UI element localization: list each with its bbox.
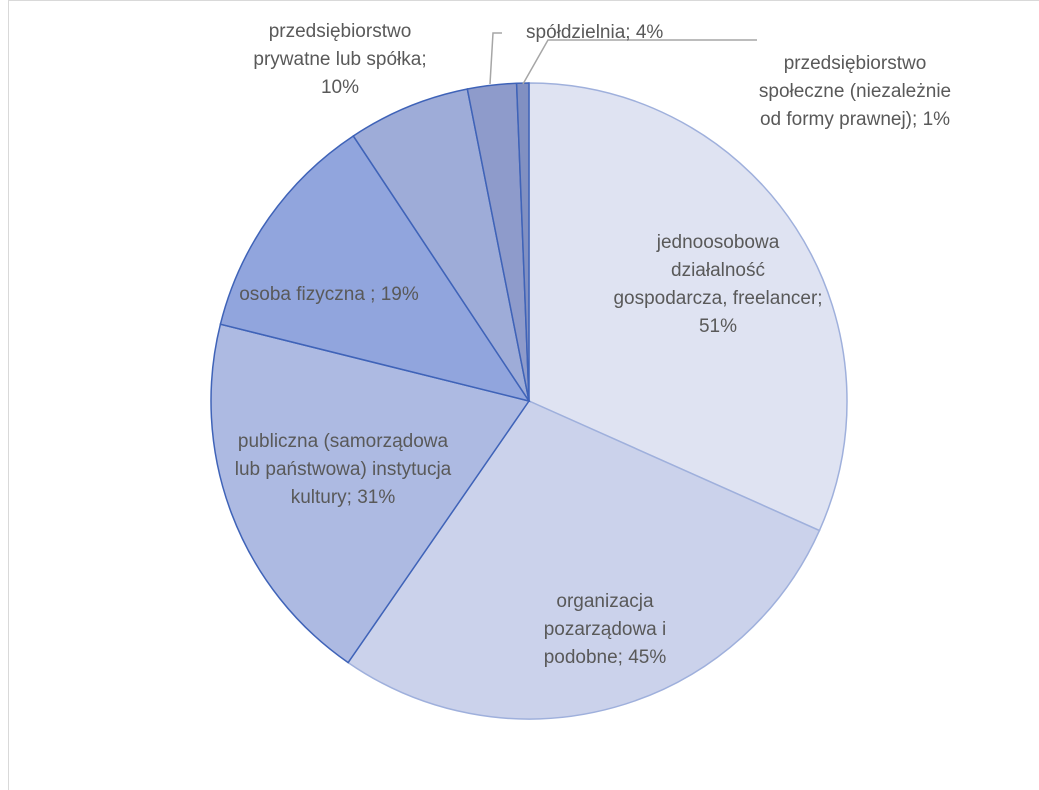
data-label: spółdzielnia; 4% bbox=[526, 22, 664, 43]
pie-slice bbox=[352, 88, 530, 402]
leader-line bbox=[489, 32, 502, 85]
leader-line bbox=[522, 39, 757, 85]
data-label: organizacja pozarządowa i podobne; 45% bbox=[543, 591, 667, 668]
data-label: osoba fizyczna ; 19% bbox=[239, 284, 419, 305]
pie-slice bbox=[528, 82, 848, 532]
pie-slice bbox=[219, 134, 531, 403]
data-label: przedsiębiorstwo społeczne (niezależnie … bbox=[758, 53, 952, 130]
data-label: przedsiębiorstwo prywatne lub spółka; 10… bbox=[253, 21, 427, 98]
data-label: publiczna (samorządowa lub państwowa) in… bbox=[234, 431, 452, 508]
data-label: jednoosobowa działalność gospodarcza, fr… bbox=[613, 232, 823, 337]
slices bbox=[210, 82, 848, 720]
pie-slice bbox=[210, 323, 531, 664]
chart-border bbox=[8, 0, 1039, 790]
pie-slice bbox=[347, 400, 821, 720]
